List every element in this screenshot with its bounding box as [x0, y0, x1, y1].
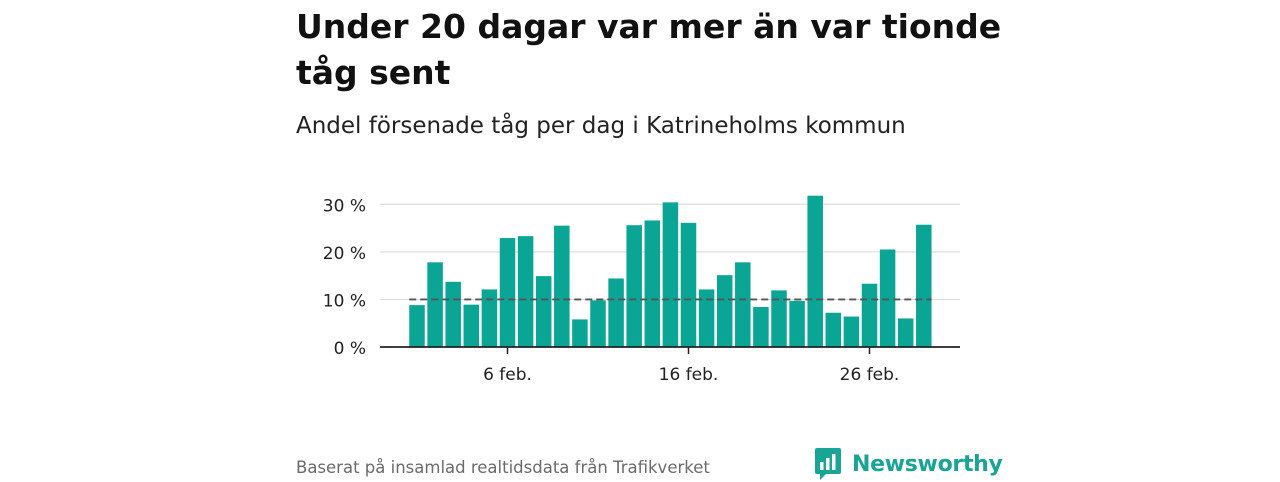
- bar: [445, 281, 461, 347]
- bar: [716, 275, 733, 347]
- bar: [843, 316, 860, 347]
- bar: [680, 222, 697, 347]
- y-tick-label: 0 %: [334, 339, 366, 359]
- bar: [517, 236, 534, 347]
- x-tick-label: 26 feb.: [840, 365, 900, 385]
- newsworthy-logo[interactable]: Newsworthy: [814, 446, 1003, 482]
- bar-chart: 0 % 10 % 20 % 30 % 6 feb. 16 feb. 26 feb.: [323, 195, 960, 385]
- bar: [554, 225, 570, 347]
- bar: [698, 289, 715, 347]
- bar: [572, 319, 588, 347]
- y-tick-label: 10 %: [323, 291, 366, 311]
- x-tick-label: 6 feb.: [483, 365, 532, 385]
- y-tick-label: 30 %: [323, 196, 366, 216]
- x-tick-label: 16 feb.: [659, 365, 719, 385]
- bar: [626, 225, 642, 347]
- brand-name: Newsworthy: [852, 451, 1003, 477]
- bar: [662, 202, 679, 347]
- bar: [771, 290, 787, 347]
- y-tick-label: 20 %: [323, 244, 366, 264]
- chart-subtitle: Andel försenade tåg per dag i Katrinehol…: [296, 113, 906, 139]
- bar: [825, 312, 842, 347]
- bar: [644, 220, 661, 347]
- newsworthy-logo-icon: [815, 448, 841, 480]
- source-note: Baserat på insamlad realtidsdata från Tr…: [296, 458, 710, 477]
- bar: [916, 224, 932, 347]
- bar: [807, 195, 823, 347]
- bar: [789, 300, 805, 347]
- bar: [608, 278, 624, 347]
- bar: [897, 318, 914, 347]
- bar: [481, 289, 498, 347]
- bar: [590, 300, 606, 347]
- bar: [879, 249, 896, 347]
- bar: [499, 238, 516, 347]
- bar: [753, 307, 769, 347]
- bar: [861, 283, 878, 347]
- bar: [409, 305, 425, 347]
- bar: [735, 262, 751, 347]
- bar: [427, 262, 443, 347]
- bar: [463, 304, 480, 347]
- bar: [535, 276, 552, 347]
- chart-title: Under 20 dagar var mer än var tionde tåg…: [296, 7, 1002, 92]
